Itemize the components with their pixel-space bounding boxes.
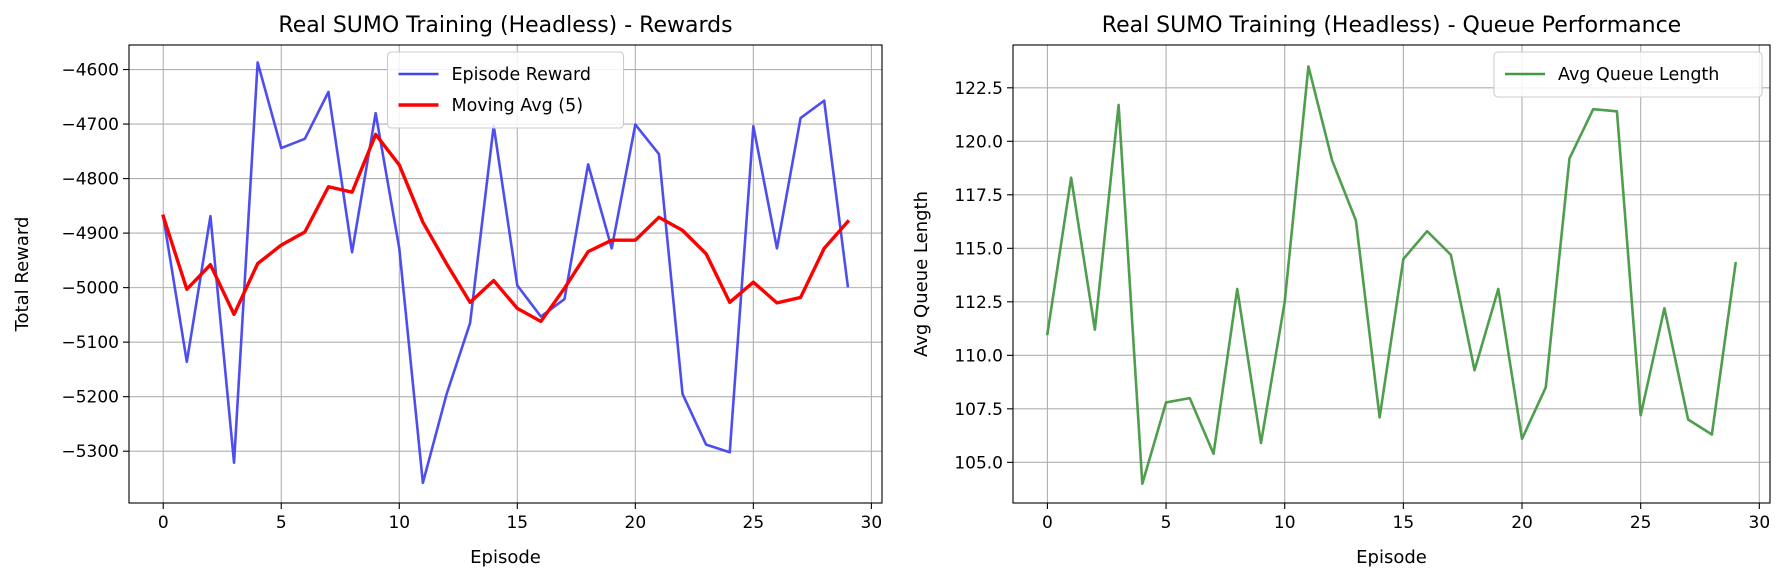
x-tick-label: 15	[1393, 513, 1415, 533]
plot-frame	[128, 44, 883, 504]
chart-title: Real SUMO Training (Headless) - Queue Pe…	[1102, 13, 1681, 38]
series-line-0	[1045, 65, 1738, 486]
series-line-1	[161, 132, 851, 324]
y-tick-label: 120.0	[954, 132, 1003, 152]
y-tick-label: −4900	[61, 224, 119, 244]
x-tick-label: 30	[1749, 513, 1771, 533]
y-axis-label: Avg Queue Length	[911, 191, 932, 357]
y-tick-label: −4800	[61, 170, 119, 190]
y-tick-label: 112.5	[954, 293, 1003, 313]
legend: Episode Reward Moving Avg (5)	[386, 51, 625, 129]
y-tick-label: 115.0	[954, 239, 1003, 259]
y-tick-label: −5000	[61, 279, 119, 299]
x-tick-label: 5	[276, 513, 287, 533]
x-tick-label: 5	[1161, 513, 1172, 533]
y-tick-label: −5200	[61, 388, 119, 408]
x-tick-label: 20	[625, 513, 647, 533]
legend-box	[386, 51, 625, 129]
queue-chart: 0 5 10 15 20 25 30 105.0 107.5 110.0 112.5 115.0 117…	[911, 13, 1771, 568]
series-line-0	[161, 61, 850, 485]
x-tick-label: 10	[388, 513, 410, 533]
x-tick-label: 0	[1042, 513, 1053, 533]
y-tick-label: 117.5	[954, 186, 1003, 206]
chart-title: Real SUMO Training (Headless) - Rewards	[278, 13, 732, 38]
x-tick-label: 30	[861, 513, 883, 533]
x-axis-label: Episode	[1356, 547, 1427, 568]
x-tick-label: 25	[743, 513, 765, 533]
legend-label-0: Episode Reward	[452, 65, 591, 85]
rewards-chart: 0 5 10 15 20 25 30 −5300 −5200 −5100 −5000 −4900 −48…	[12, 13, 883, 568]
y-tick-label: 122.5	[954, 79, 1003, 99]
y-tick-label: 105.0	[954, 453, 1003, 473]
y-tick-label: 110.0	[954, 346, 1003, 366]
x-axis-label: Episode	[470, 547, 541, 568]
y-tick-label: 107.5	[954, 400, 1003, 420]
y-axis-label: Total Reward	[12, 217, 33, 333]
legend-box	[1493, 51, 1763, 98]
x-tick-label: 15	[506, 513, 528, 533]
y-tick-label: −5100	[61, 333, 119, 353]
legend: Avg Queue Length	[1493, 51, 1763, 98]
y-tick-label: −4700	[61, 115, 119, 135]
x-tick-label: 0	[158, 513, 169, 533]
legend-label-0: Avg Queue Length	[1558, 65, 1719, 85]
y-tick-label: −4600	[61, 61, 119, 81]
plot-frame	[1012, 44, 1771, 504]
y-tick-label: −5300	[61, 442, 119, 462]
x-tick-label: 25	[1630, 513, 1652, 533]
x-tick-label: 10	[1274, 513, 1296, 533]
x-tick-label: 20	[1511, 513, 1533, 533]
legend-label-1: Moving Avg (5)	[452, 96, 584, 116]
